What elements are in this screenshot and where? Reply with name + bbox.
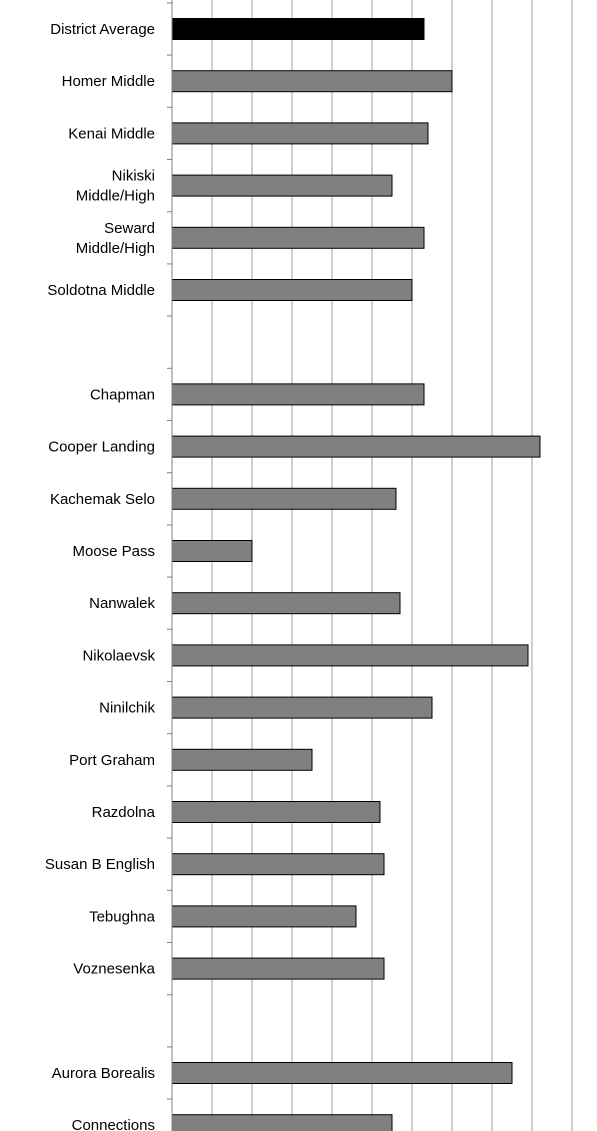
bar <box>172 19 424 40</box>
category-label: Kenai Middle <box>68 125 155 142</box>
category-label-line: Middle/High <box>76 188 155 205</box>
bar <box>172 697 432 718</box>
bar <box>172 854 384 875</box>
category-label: Tebughna <box>89 908 156 925</box>
category-label-line: Nikiski <box>112 168 155 185</box>
category-label: Chapman <box>90 386 155 403</box>
category-label: Razdolna <box>92 804 156 821</box>
bar <box>172 541 252 562</box>
category-label-line: Chapman <box>90 386 155 403</box>
category-label-line: Soldotna Middle <box>47 282 155 299</box>
category-label-line: Susan B English <box>45 856 155 873</box>
category-label: Cooper Landing <box>48 439 155 456</box>
bar <box>172 175 392 196</box>
bar <box>172 1063 512 1084</box>
category-label: Ninilchik <box>99 700 155 717</box>
category-label: Soldotna Middle <box>47 282 155 299</box>
bar <box>172 71 452 92</box>
category-label: Voznesenka <box>73 961 155 978</box>
bar <box>172 749 312 770</box>
category-label-line: Kenai Middle <box>68 125 155 142</box>
category-label-line: Kachemak Selo <box>50 491 155 508</box>
category-label: Kachemak Selo <box>50 491 155 508</box>
category-label: Connections <box>72 1117 155 1131</box>
category-labels: District Average Homer Middle Kenai Middle… <box>45 21 156 1131</box>
bar <box>172 645 528 666</box>
bar <box>172 958 384 979</box>
category-label: Nikiski Middle/High <box>76 168 155 205</box>
category-label-line: Seward <box>104 220 155 237</box>
category-label-line: Cooper Landing <box>48 439 155 456</box>
bar <box>172 227 424 248</box>
category-label: Nikolaevsk <box>82 647 155 664</box>
bar <box>172 384 424 405</box>
category-label-line: Middle/High <box>76 240 155 257</box>
category-label: Seward Middle/High <box>76 220 155 257</box>
bar <box>172 906 356 927</box>
category-label-line: Tebughna <box>89 908 156 925</box>
bar <box>172 436 540 457</box>
category-label-line: Connections <box>72 1117 155 1131</box>
category-label-line: Razdolna <box>92 804 156 821</box>
category-label: Susan B English <box>45 856 155 873</box>
bars <box>172 19 540 1131</box>
bar <box>172 802 380 823</box>
category-label-line: Homer Middle <box>62 73 155 90</box>
bar <box>172 123 428 144</box>
category-label-line: Moose Pass <box>72 543 155 560</box>
bar <box>172 280 412 301</box>
category-label-line: Port Graham <box>69 752 155 769</box>
category-label: Port Graham <box>69 752 155 769</box>
bar <box>172 593 400 614</box>
category-label: Aurora Borealis <box>52 1065 155 1082</box>
category-label-line: Aurora Borealis <box>52 1065 155 1082</box>
category-label: District Average <box>50 21 155 38</box>
category-label-line: Voznesenka <box>73 961 155 978</box>
bar <box>172 1115 392 1131</box>
category-label-line: Nanwalek <box>89 595 155 612</box>
category-label: Moose Pass <box>72 543 155 560</box>
category-label: Nanwalek <box>89 595 155 612</box>
bar <box>172 488 396 509</box>
category-label-line: Ninilchik <box>99 700 155 717</box>
category-label: Homer Middle <box>62 73 155 90</box>
category-axis <box>167 0 172 1131</box>
category-label-line: District Average <box>50 21 155 38</box>
category-label-line: Nikolaevsk <box>82 647 155 664</box>
